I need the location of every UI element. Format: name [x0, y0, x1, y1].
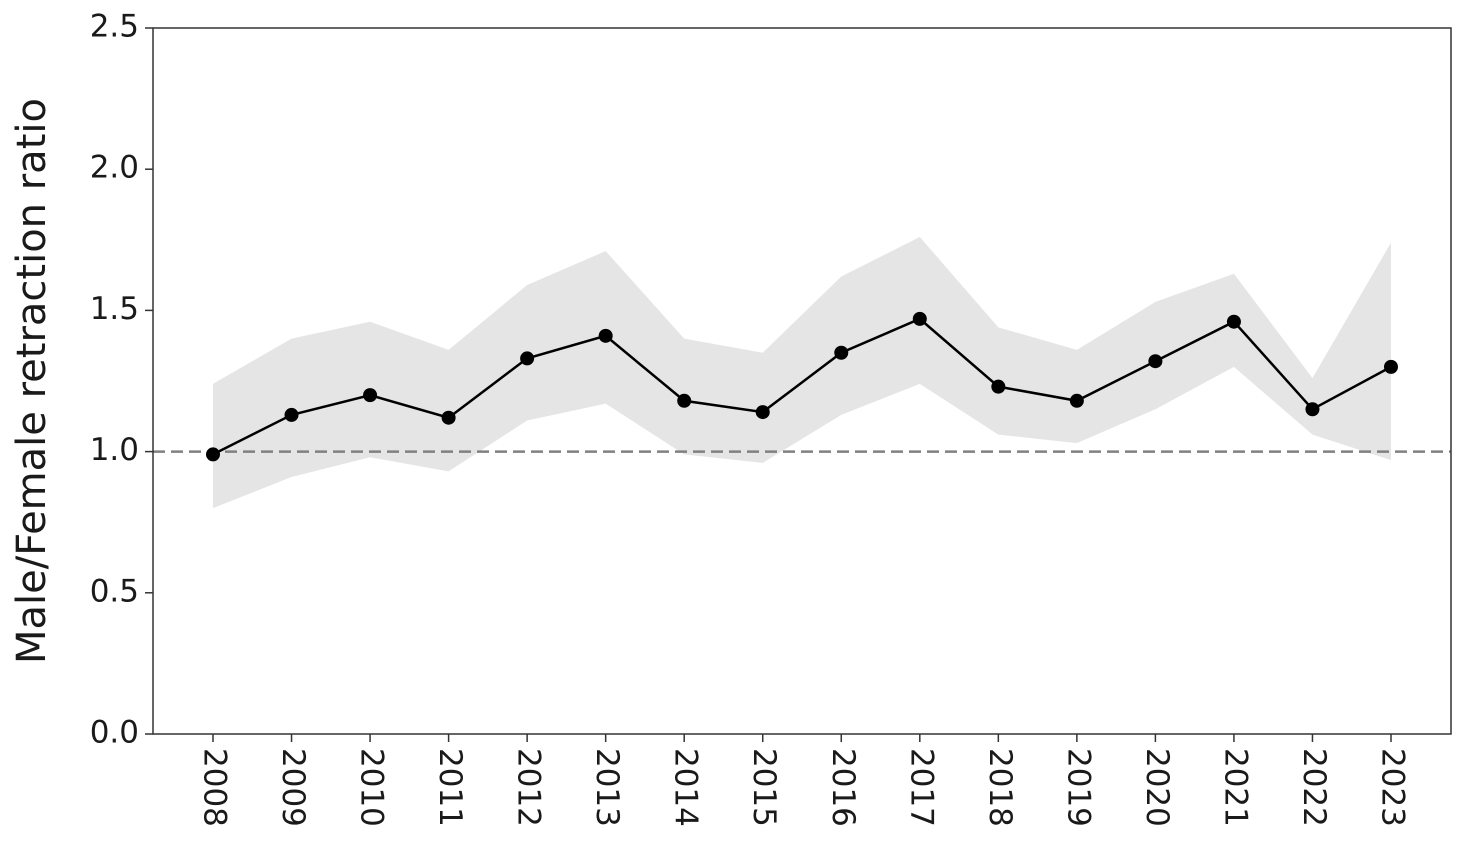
- y-tick-label: 1.5: [90, 291, 139, 327]
- data-point: [834, 345, 849, 360]
- data-point: [520, 351, 535, 366]
- x-tick-label: 2016: [825, 748, 861, 827]
- x-tick-label: 2022: [1296, 748, 1332, 827]
- confidence-band: [213, 236, 1391, 509]
- x-tick-label: 2008: [197, 748, 233, 827]
- data-point: [363, 388, 378, 403]
- data-point: [991, 379, 1006, 394]
- data-point: [206, 447, 220, 462]
- x-tick-label: 2021: [1217, 748, 1253, 827]
- x-tick-label: 2020: [1139, 748, 1175, 827]
- data-point: [284, 407, 299, 422]
- y-tick-label: 2.5: [90, 9, 139, 45]
- x-tick-label: 2009: [275, 748, 311, 827]
- x-tick-label: 2019: [1060, 748, 1096, 827]
- plot-frame: [152, 27, 1452, 735]
- x-tick-label: 2010: [354, 748, 390, 827]
- data-point: [677, 393, 692, 408]
- y-tick-label: 2.0: [90, 150, 139, 186]
- x-tick-label: 2018: [982, 748, 1018, 827]
- y-tick-label: 0.5: [90, 573, 139, 609]
- x-tick-label: 2012: [511, 748, 547, 827]
- x-tick-label: 2011: [432, 748, 468, 827]
- data-point: [1226, 314, 1241, 329]
- data-point: [755, 405, 770, 420]
- x-tick-label: 2023: [1375, 748, 1411, 827]
- data-point: [1305, 402, 1320, 417]
- data-point: [1384, 359, 1398, 374]
- data-point: [1148, 354, 1163, 369]
- x-tick-label: 2017: [903, 748, 939, 827]
- x-tick-label: 2015: [746, 748, 782, 827]
- y-axis-label: Male/Female retraction ratio: [9, 98, 55, 664]
- data-point: [1069, 393, 1084, 408]
- data-point: [598, 328, 613, 343]
- x-tick-label: 2013: [589, 748, 625, 827]
- y-tick-label: 1.0: [90, 432, 139, 468]
- data-point: [441, 410, 456, 425]
- y-tick-label: 0.0: [90, 715, 139, 751]
- data-point: [912, 311, 927, 326]
- series-line: [212, 317, 1392, 456]
- x-tick-label: 2014: [668, 748, 704, 827]
